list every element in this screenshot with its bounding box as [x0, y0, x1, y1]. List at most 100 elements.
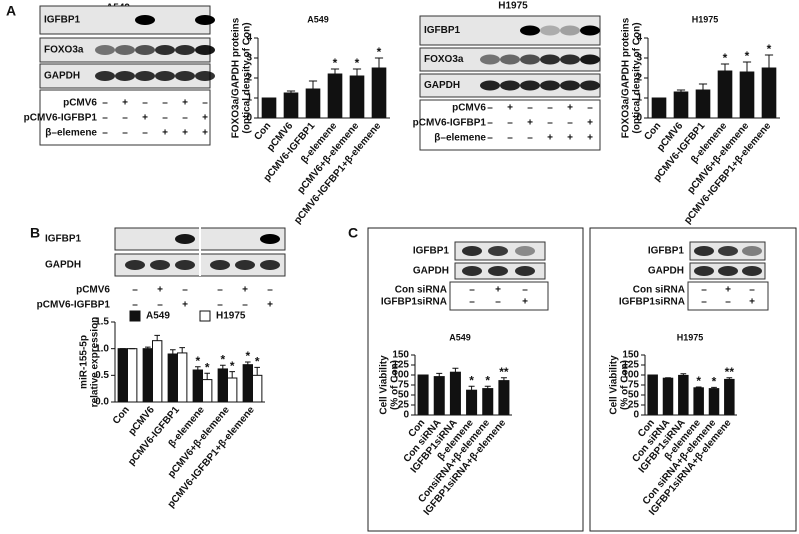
y-tick-label: 150	[392, 350, 409, 361]
error-bar	[254, 366, 260, 376]
condition-sign: –	[122, 113, 128, 124]
condition-sign: –	[547, 118, 553, 129]
y-tick-label: 0	[636, 113, 642, 124]
band	[718, 266, 738, 276]
condition-sign: +	[567, 133, 573, 144]
band	[520, 80, 540, 91]
condition-sign: +	[182, 128, 188, 139]
bar	[202, 379, 213, 403]
condition-label: pCMV6-IGFBP1	[24, 113, 98, 124]
band	[515, 266, 535, 276]
condition-sign: +	[587, 118, 593, 129]
condition-sign: –	[469, 297, 475, 308]
condition-sign: –	[132, 285, 138, 296]
error-bar	[204, 372, 210, 380]
band	[125, 260, 145, 270]
bar	[708, 388, 720, 416]
y-tick-label: 2	[246, 73, 252, 84]
bar	[242, 364, 253, 403]
band	[260, 260, 280, 270]
bar	[695, 89, 711, 119]
bar	[327, 73, 343, 119]
band	[195, 45, 215, 55]
band	[520, 25, 540, 36]
bar	[192, 369, 203, 403]
condition-sign: –	[267, 285, 273, 296]
band	[480, 80, 500, 91]
error-bar	[720, 63, 730, 71]
bar	[466, 389, 478, 416]
y-axis-label: relative expression	[90, 317, 101, 408]
y-axis-label: Cell Viability	[609, 355, 620, 415]
bar	[673, 91, 689, 119]
blot-title: H1975	[498, 1, 528, 12]
condition-label: pCMV6-IGFBP1	[37, 300, 111, 311]
significance: *	[767, 42, 772, 56]
blot-row-label: IGFBP1	[424, 25, 461, 36]
bar	[305, 88, 321, 119]
band	[694, 266, 714, 276]
band	[540, 25, 560, 36]
condition-sign: –	[487, 118, 493, 129]
significance: *	[220, 352, 225, 366]
error-bar	[170, 349, 176, 354]
bar	[127, 348, 138, 403]
condition-sign: +	[162, 128, 168, 139]
significance: *	[230, 359, 235, 373]
band	[540, 80, 560, 91]
condition-sign: –	[547, 103, 553, 114]
bar	[117, 348, 128, 403]
band	[694, 246, 714, 256]
bar	[261, 97, 277, 119]
condition-sign: –	[725, 297, 731, 308]
band	[500, 54, 520, 65]
band	[175, 45, 195, 55]
condition-sign: –	[701, 297, 707, 308]
blot-row-label: IGFBP1	[648, 246, 685, 257]
blot-row-label: FOXO3a	[44, 45, 84, 56]
significance: *	[245, 349, 250, 363]
condition-sign: +	[749, 297, 755, 308]
band	[560, 54, 580, 65]
panel-frame	[367, 227, 584, 532]
y-tick-label: 75	[398, 380, 410, 391]
error-bar	[452, 367, 459, 373]
band	[462, 246, 482, 256]
condition-sign: +	[267, 300, 273, 311]
bar	[227, 377, 238, 403]
condition-label: β–elemene	[45, 128, 97, 139]
bar	[142, 348, 153, 403]
error-bar	[145, 346, 151, 349]
significance: *	[195, 354, 200, 368]
condition-sign: –	[507, 133, 513, 144]
chart-title: A549	[449, 332, 471, 342]
chart-title: A549	[307, 14, 329, 24]
condition-label: pCMV6	[63, 98, 97, 109]
bar	[724, 378, 735, 416]
significance: **	[499, 365, 509, 379]
panel-label: C	[348, 225, 358, 241]
condition-sign: –	[527, 133, 533, 144]
condition-label: pCMV6	[76, 285, 110, 296]
condition-sign: –	[102, 128, 108, 139]
legend-swatch	[129, 310, 141, 322]
error-bar	[764, 54, 774, 68]
significance: **	[725, 365, 735, 379]
condition-sign: –	[217, 300, 223, 311]
bar	[252, 374, 263, 403]
error-bar	[374, 57, 384, 68]
condition-label: pCMV6	[452, 103, 486, 114]
legend-swatch	[199, 310, 211, 322]
blot-row-label: IGFBP1	[413, 246, 450, 257]
condition-sign: +	[122, 98, 128, 109]
y-tick-label: 2	[636, 73, 642, 84]
condition-sign: +	[725, 285, 731, 296]
bar	[651, 97, 667, 119]
significance: *	[469, 373, 474, 387]
band	[560, 80, 580, 91]
panel-frame	[589, 227, 797, 532]
y-tick-label: 0	[403, 410, 409, 421]
band	[115, 45, 135, 55]
y-tick-label: 25	[398, 400, 410, 411]
